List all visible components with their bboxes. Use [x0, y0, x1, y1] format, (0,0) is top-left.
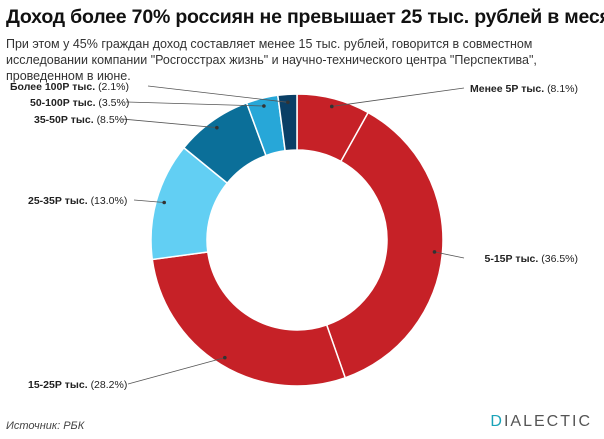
slice-label: 15-25Р тыс. (28.2%)	[28, 379, 127, 391]
donut-slice	[276, 93, 298, 152]
brand-logo-accent: D	[490, 413, 504, 430]
label-leaders	[121, 85, 465, 385]
slice-label-value: (8.1%)	[547, 83, 578, 95]
slice-label-name: Менее 5Р тыс.	[470, 83, 547, 95]
leader-dot	[432, 250, 437, 254]
slice-label-value: (2.1%)	[98, 81, 129, 93]
leader-dot	[286, 100, 290, 105]
leader-line	[121, 118, 217, 129]
leader-line	[331, 87, 465, 107]
slice-label-name: 35-50Р тыс.	[34, 114, 97, 126]
slice-label-value: (36.5%)	[541, 253, 578, 265]
slice-label: 35-50Р тыс. (8.5%)	[34, 114, 128, 126]
donut-slice	[325, 111, 444, 379]
brand-logo: DIALECTIC	[490, 413, 592, 431]
slice-label-value: (8.5%)	[97, 114, 128, 126]
leader-dot	[223, 355, 227, 360]
slice-label: Более 100Р тыс. (2.1%)	[10, 81, 129, 93]
slice-label-value: (13.0%)	[91, 195, 128, 207]
leader-dot	[162, 200, 166, 205]
leader-line	[133, 199, 165, 203]
slice-label: Менее 5Р тыс. (8.1%)	[470, 83, 578, 95]
slice-label: 25-35Р тыс. (13.0%)	[28, 195, 127, 207]
source-note: Источник: РБК	[6, 420, 85, 432]
slice-label-name: 5-15Р тыс.	[485, 253, 542, 265]
brand-logo-rest: IALECTIC	[503, 413, 592, 430]
chart-subtitle: При этом у 45% граждан доход составляет …	[6, 37, 537, 83]
slice-label-name: 15-25Р тыс.	[28, 379, 91, 391]
donut-slice	[151, 251, 347, 387]
leader-line	[125, 101, 264, 107]
slice-label: 50-100Р тыс. (3.5%)	[30, 97, 129, 109]
slice-labels: Менее 5Р тыс. (8.1%) 5-15Р тыс. (36.5%) 15…	[10, 81, 578, 391]
slice-label-name: 25-35Р тыс.	[28, 195, 91, 207]
leader-dot	[215, 125, 219, 130]
slice-label-value: (3.5%)	[98, 97, 129, 109]
leader-line	[127, 357, 225, 385]
donut-slices	[150, 93, 444, 387]
leader-dot	[329, 104, 334, 109]
chart-title: Доход более 70% россиян не превышает 25 …	[6, 6, 604, 28]
slice-label-name: Более 100Р тыс.	[10, 81, 98, 93]
leader-dot	[262, 104, 266, 108]
leader-line	[147, 85, 288, 103]
slice-label-value: (28.2%)	[91, 379, 128, 391]
leader-line	[434, 251, 465, 259]
slice-label-name: 50-100Р тыс.	[30, 97, 98, 109]
slice-label: 5-15Р тыс. (36.5%)	[485, 253, 579, 265]
